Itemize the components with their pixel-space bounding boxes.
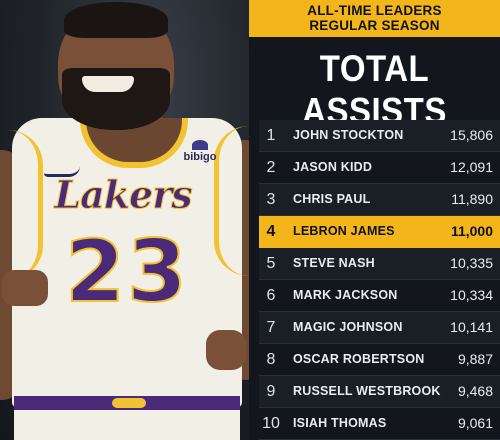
- player-hand-left: [2, 270, 48, 306]
- leader-value: 12,091: [450, 159, 493, 175]
- leader-value: 10,141: [450, 319, 493, 335]
- player-photo: bibigo Lakers 23: [0, 0, 249, 440]
- leader-value: 15,806: [450, 127, 493, 143]
- leader-name: MARK JACKSON: [293, 288, 398, 302]
- leader-rank: 5: [266, 255, 276, 272]
- leader-rank: 2: [266, 159, 276, 176]
- leader-name: ISIAH THOMAS: [293, 416, 387, 430]
- leader-row: 5 STEVE NASH 10,335: [259, 248, 500, 280]
- player-smile: [82, 76, 134, 92]
- leader-row: 2 JASON KIDD 12,091: [259, 152, 500, 184]
- banner-line-2: REGULAR SEASON: [309, 18, 440, 33]
- jersey-number: 23: [64, 221, 189, 323]
- leader-name: JOHN STOCKTON: [293, 128, 404, 142]
- jersey-team-wordmark: Lakers: [54, 172, 193, 218]
- leaders-list: 1 JOHN STOCKTON 15,806 2 JASON KIDD 12,091 3 CH…: [259, 120, 500, 440]
- leader-value: 9,061: [457, 415, 493, 431]
- leader-name: JASON KIDD: [293, 160, 373, 174]
- leaders-banner: ALL-TIME LEADERS REGULAR SEASON: [249, 0, 500, 37]
- leader-name: RUSSELL WESTBROOK: [293, 384, 441, 398]
- leader-rank: 6: [266, 287, 276, 304]
- leader-row: 10 ISIAH THOMAS 9,061: [259, 408, 500, 440]
- leader-row: 1 JOHN STOCKTON 15,806: [259, 120, 500, 152]
- leader-rank: 10: [262, 415, 280, 432]
- leader-row: 9 RUSSELL WESTBROOK 9,468: [259, 376, 500, 408]
- leader-name: STEVE NASH: [293, 256, 375, 270]
- jersey-armhole-left: [8, 130, 43, 280]
- leader-rank: 8: [266, 351, 276, 368]
- waistband-logo-icon: [112, 398, 146, 408]
- leader-rank: 3: [266, 191, 276, 208]
- shorts: [14, 410, 240, 440]
- leader-value: 11,890: [451, 191, 493, 207]
- sponsor-mark-icon: [192, 140, 208, 150]
- leaders-panel: ALL-TIME LEADERS REGULAR SEASON TOTAL AS…: [249, 0, 500, 440]
- leader-name: OSCAR ROBERTSON: [293, 352, 425, 366]
- leader-value: 11,000: [450, 223, 493, 239]
- sponsor-logo: bibigo: [176, 140, 224, 163]
- leader-value: 10,335: [450, 255, 493, 271]
- leader-value: 9,887: [457, 351, 493, 367]
- leader-rank: 4: [266, 223, 276, 240]
- leader-rank: 9: [266, 383, 276, 400]
- jersey-armhole-right: [214, 126, 249, 276]
- banner-line-1: ALL-TIME LEADERS: [307, 3, 442, 18]
- swoosh-logo-icon: [44, 166, 80, 177]
- leader-value: 10,334: [450, 287, 493, 303]
- leader-row: 6 MARK JACKSON 10,334: [259, 280, 500, 312]
- player-hair: [64, 2, 168, 38]
- leader-row: 4 LEBRON JAMES 11,000: [259, 216, 500, 248]
- leader-rank: 1: [266, 127, 276, 144]
- leader-name: MAGIC JOHNSON: [293, 320, 403, 334]
- sponsor-text: bibigo: [183, 151, 217, 163]
- leader-name: LEBRON JAMES: [293, 224, 395, 238]
- player-hand-right: [206, 330, 246, 370]
- leader-rank: 7: [266, 319, 276, 336]
- leader-row: 7 MAGIC JOHNSON 10,141: [259, 312, 500, 344]
- leader-name: CHRIS PAUL: [293, 192, 371, 206]
- leader-value: 9,468: [457, 383, 493, 399]
- leader-row: 3 CHRIS PAUL 11,890: [259, 184, 500, 216]
- leader-row: 8 OSCAR ROBERTSON 9,887: [259, 344, 500, 376]
